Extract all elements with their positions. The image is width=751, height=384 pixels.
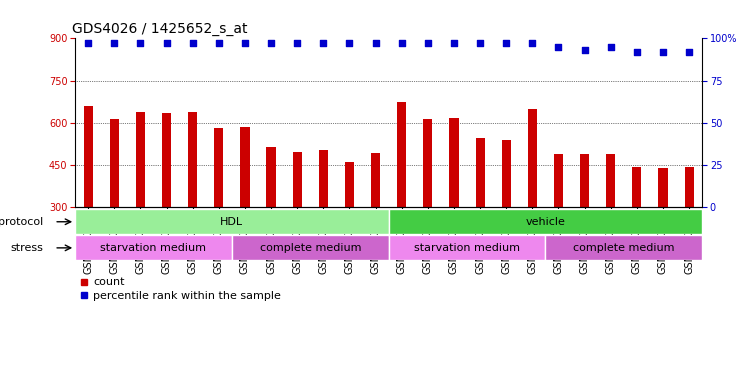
Bar — [318, 150, 328, 207]
Point — [683, 49, 695, 55]
Point — [161, 40, 173, 46]
Bar — [580, 154, 590, 207]
Text: complete medium: complete medium — [260, 243, 361, 253]
Bar — [136, 112, 145, 207]
Bar — [240, 127, 249, 207]
Bar — [389, 209, 702, 234]
Bar — [110, 119, 119, 207]
Point — [187, 40, 199, 46]
Text: starvation medium: starvation medium — [101, 243, 207, 253]
Bar — [685, 167, 694, 207]
Bar — [75, 235, 232, 260]
Bar — [162, 113, 171, 207]
Bar — [424, 119, 433, 207]
Point — [578, 47, 590, 53]
Bar — [267, 147, 276, 207]
Bar — [475, 138, 484, 207]
Point — [369, 40, 382, 46]
Bar — [345, 162, 354, 207]
Point — [343, 40, 355, 46]
Point — [134, 40, 146, 46]
Point — [657, 49, 669, 55]
Bar — [389, 235, 545, 260]
Bar — [75, 209, 389, 234]
Text: starvation medium: starvation medium — [414, 243, 520, 253]
Bar — [188, 113, 198, 207]
Point — [108, 40, 120, 46]
Bar — [606, 154, 615, 207]
Text: stress: stress — [11, 243, 44, 253]
Point — [500, 40, 512, 46]
Bar — [449, 118, 459, 207]
Bar — [528, 109, 537, 207]
Point — [82, 40, 94, 46]
Point — [213, 40, 225, 46]
Text: GDS4026 / 1425652_s_at: GDS4026 / 1425652_s_at — [72, 22, 248, 36]
Bar — [397, 102, 406, 207]
Bar — [554, 154, 563, 207]
Point — [396, 40, 408, 46]
Point — [553, 44, 565, 50]
Point — [422, 40, 434, 46]
Bar — [214, 127, 223, 207]
Text: HDL: HDL — [220, 217, 243, 227]
Point — [291, 40, 303, 46]
Bar — [83, 106, 92, 207]
Point — [318, 40, 330, 46]
Point — [526, 40, 538, 46]
Bar — [659, 168, 668, 207]
Legend: count, percentile rank within the sample: count, percentile rank within the sample — [80, 277, 281, 301]
Point — [265, 40, 277, 46]
Text: protocol: protocol — [0, 217, 44, 227]
Point — [474, 40, 486, 46]
Bar — [545, 235, 702, 260]
Point — [605, 44, 617, 50]
Text: complete medium: complete medium — [573, 243, 674, 253]
Bar — [502, 140, 511, 207]
Bar — [632, 167, 641, 207]
Point — [631, 49, 643, 55]
Text: vehicle: vehicle — [526, 217, 566, 227]
Bar — [293, 152, 302, 207]
Point — [239, 40, 251, 46]
Bar — [371, 153, 380, 207]
Point — [448, 40, 460, 46]
Bar — [232, 235, 389, 260]
